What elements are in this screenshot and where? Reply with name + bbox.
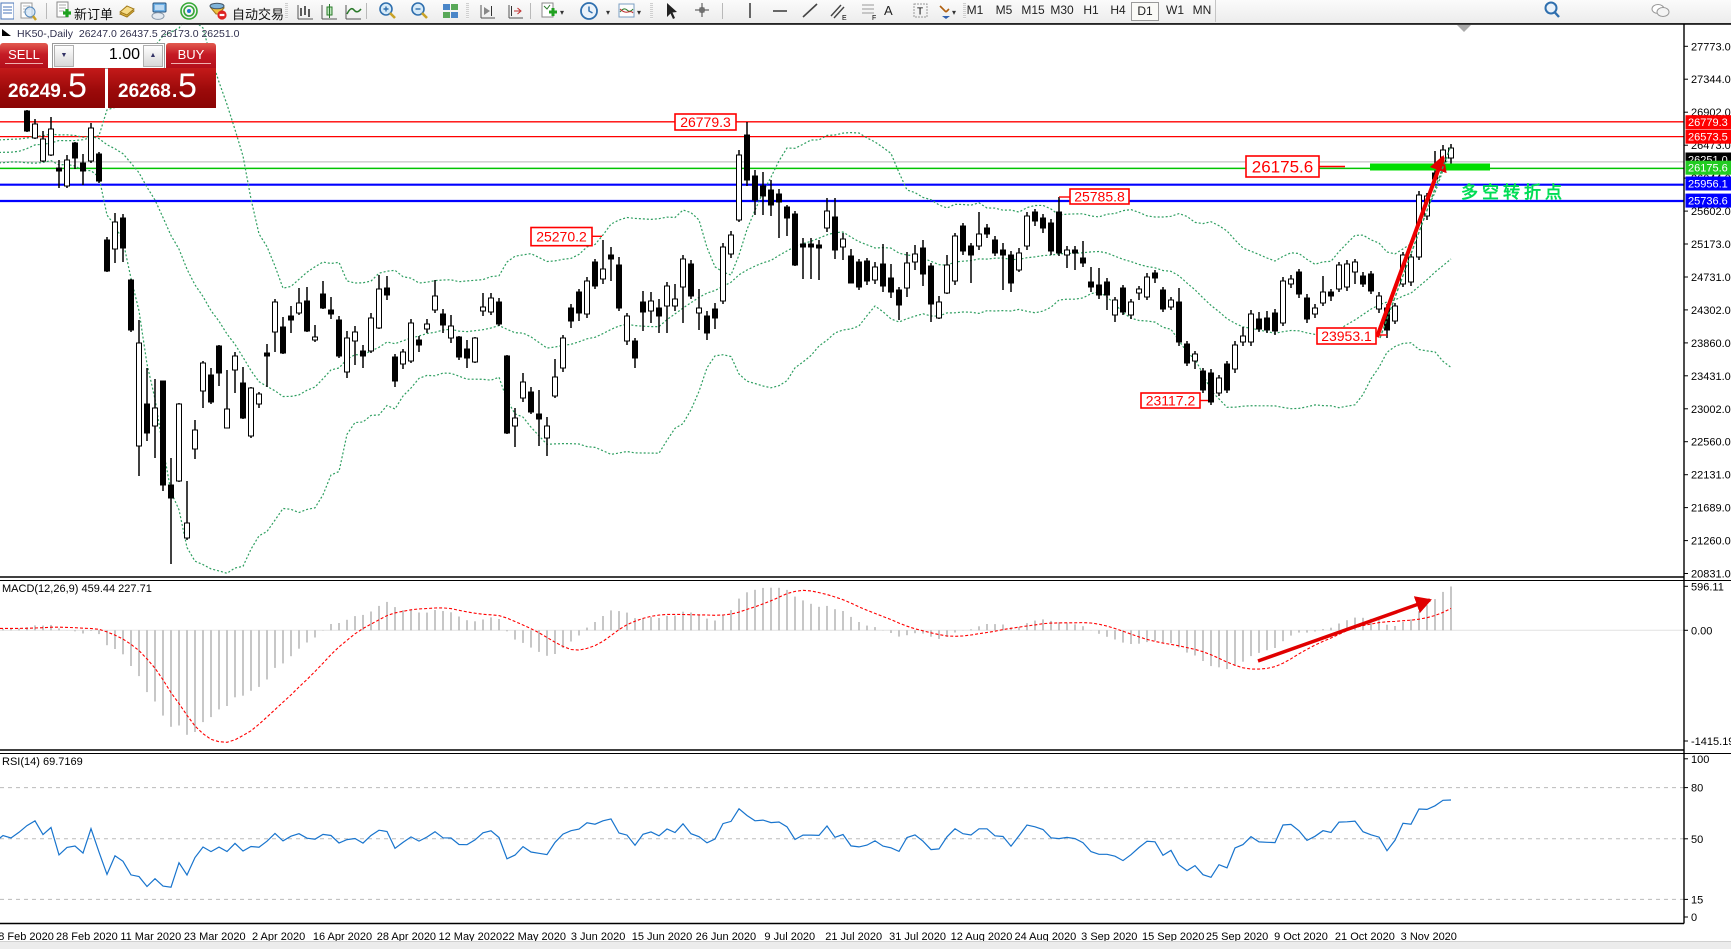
svg-text:23002.0: 23002.0 xyxy=(1691,404,1731,416)
svg-text:20831.0: 20831.0 xyxy=(1691,569,1731,581)
svg-text:MACD(12,26,9) 459.44 227.71: MACD(12,26,9) 459.44 227.71 xyxy=(2,583,152,595)
svg-text:27773.0: 27773.0 xyxy=(1691,41,1731,53)
svg-text:0.00: 0.00 xyxy=(1691,625,1712,637)
svg-text:26779.3: 26779.3 xyxy=(680,114,731,130)
svg-text:-1415.19: -1415.19 xyxy=(1691,736,1731,748)
svg-text:24302.0: 24302.0 xyxy=(1691,305,1731,317)
svg-text:26779.3: 26779.3 xyxy=(1688,117,1728,129)
svg-text:25270.2: 25270.2 xyxy=(536,229,587,245)
svg-text:HK50-,Daily 26247.0 26437.5 2: HK50-,Daily 26247.0 26437.5 26173.0 2625… xyxy=(17,28,240,40)
svg-text:100: 100 xyxy=(1691,754,1709,766)
svg-text:26175.6: 26175.6 xyxy=(1688,163,1728,175)
svg-text:23431.0: 23431.0 xyxy=(1691,371,1731,383)
svg-text:50: 50 xyxy=(1691,834,1703,846)
svg-text:27344.0: 27344.0 xyxy=(1691,74,1731,86)
svg-text:22131.0: 22131.0 xyxy=(1691,470,1731,482)
svg-text:26175.6: 26175.6 xyxy=(1252,158,1313,177)
svg-text:0: 0 xyxy=(1691,912,1697,924)
svg-text:25736.6: 25736.6 xyxy=(1688,196,1728,208)
svg-text:25956.1: 25956.1 xyxy=(1688,179,1728,191)
svg-text:22560.0: 22560.0 xyxy=(1691,437,1731,449)
svg-text:23117.2: 23117.2 xyxy=(1146,393,1196,409)
svg-text:23860.0: 23860.0 xyxy=(1691,338,1731,350)
svg-text:25602.0: 25602.0 xyxy=(1691,206,1731,218)
svg-text:多空转折点: 多空转折点 xyxy=(1461,182,1566,202)
svg-text:26573.5: 26573.5 xyxy=(1688,132,1728,144)
svg-text:596.11: 596.11 xyxy=(1691,581,1724,593)
svg-text:24731.0: 24731.0 xyxy=(1691,272,1731,284)
svg-text:25785.8: 25785.8 xyxy=(1074,189,1125,205)
svg-text:RSI(14) 69.7169: RSI(14) 69.7169 xyxy=(2,756,83,768)
svg-text:21260.0: 21260.0 xyxy=(1691,536,1731,548)
svg-text:23953.1: 23953.1 xyxy=(1321,328,1372,344)
svg-text:21689.0: 21689.0 xyxy=(1691,503,1731,515)
svg-text:15: 15 xyxy=(1691,894,1703,906)
svg-text:80: 80 xyxy=(1691,783,1703,795)
svg-text:25173.0: 25173.0 xyxy=(1691,239,1731,251)
